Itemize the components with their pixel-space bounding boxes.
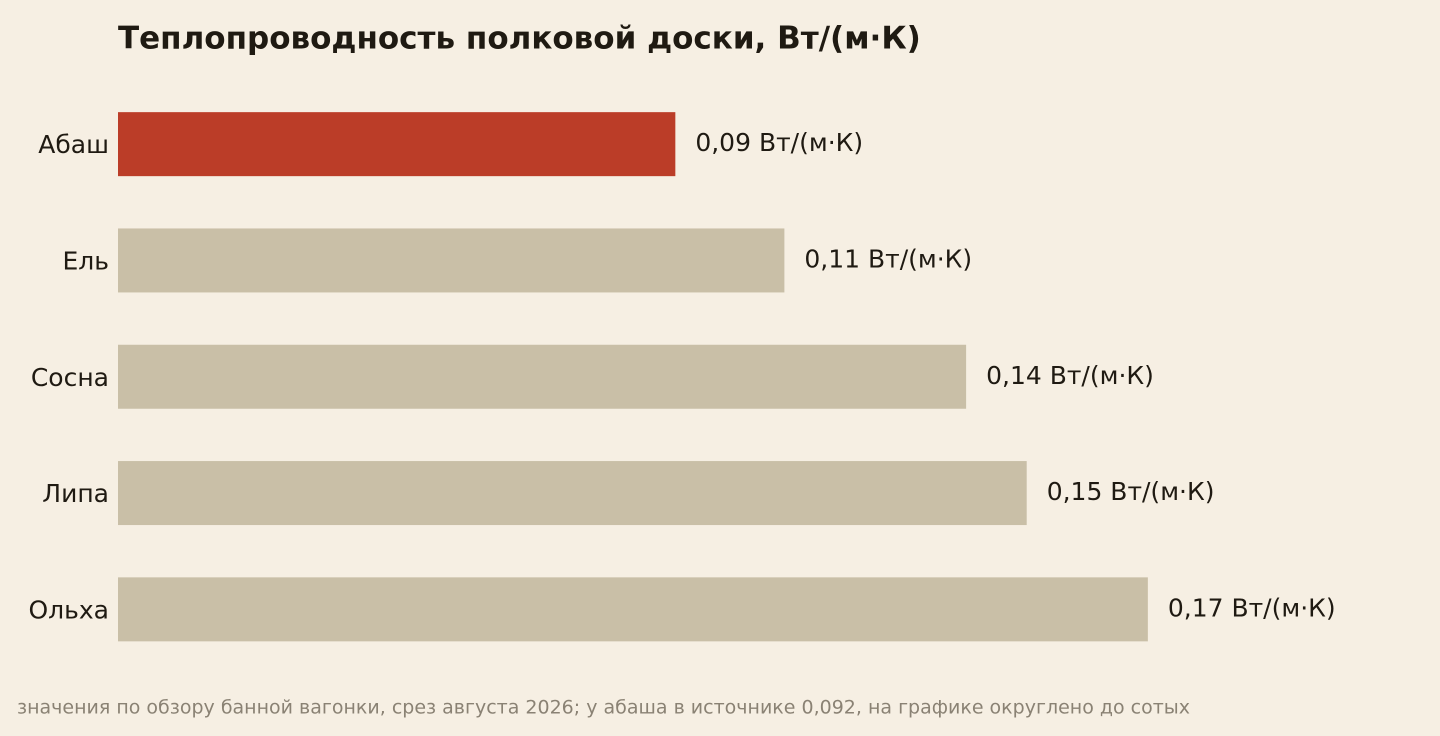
value-label: 0,09 Вт/(м·К) <box>695 128 863 157</box>
bar <box>118 112 676 177</box>
footnote: значения по обзору банной вагонки, срез … <box>17 697 1190 719</box>
bar <box>118 228 785 293</box>
value-label: 0,14 Вт/(м·К) <box>986 361 1154 390</box>
y-tick-label: Сосна <box>31 363 109 392</box>
bar <box>118 461 1027 526</box>
y-tick-label: Ольха <box>28 595 109 624</box>
value-label: 0,17 Вт/(м·К) <box>1168 593 1336 622</box>
y-tick-label: Липа <box>42 479 109 508</box>
y-tick-label: Абаш <box>38 130 109 159</box>
y-tick-label: Ель <box>62 246 109 275</box>
bar <box>118 577 1148 642</box>
chart-title: Теплопроводность полковой доски, Вт/(м·К… <box>118 21 921 57</box>
value-label: 0,11 Вт/(м·К) <box>804 244 972 273</box>
value-label: 0,15 Вт/(м·К) <box>1047 477 1215 506</box>
bar <box>118 344 967 409</box>
